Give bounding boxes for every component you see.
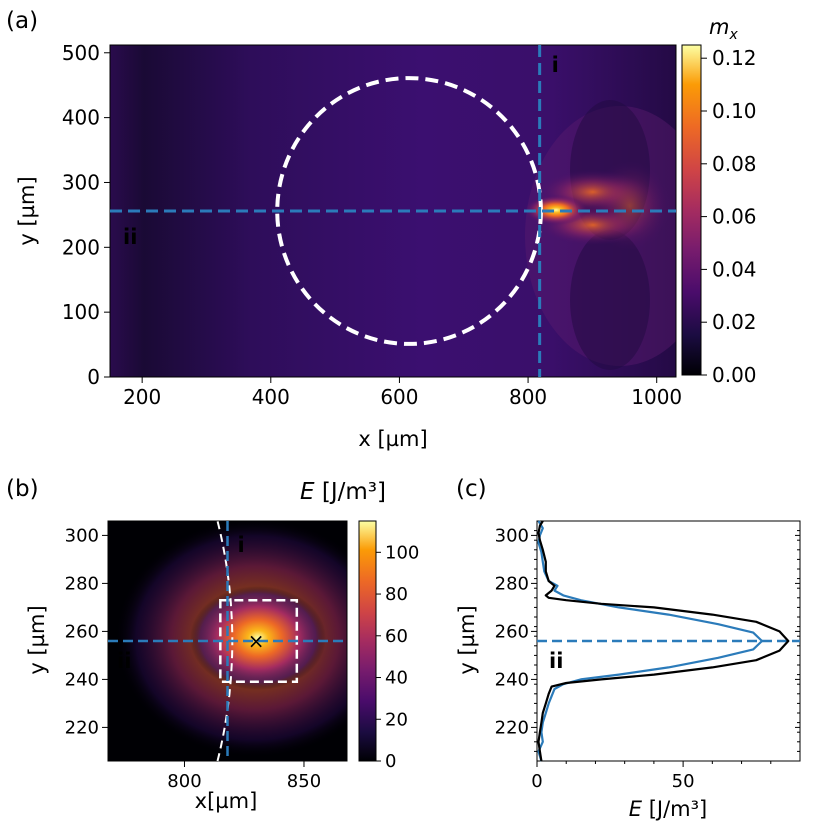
y-tick-label-a: 400 xyxy=(62,106,100,130)
x-tick-label-a: 400 xyxy=(252,385,290,409)
cut-label-ii-c: ii xyxy=(549,649,563,673)
y-tick-label-c: 280 xyxy=(495,573,529,594)
y-tick-label-c: 240 xyxy=(495,669,529,690)
y-tick-label-b: 260 xyxy=(65,621,99,642)
colorbar-a-label: mx xyxy=(709,15,738,43)
colorbar-a-tick-label: 0.06 xyxy=(712,205,757,229)
x-axis-label-b: x[µm] xyxy=(195,789,258,813)
colorbar-a-tick-label: 0.00 xyxy=(712,363,757,387)
y-axis-label-c: y [µm] xyxy=(455,605,479,674)
y-ticks-a: 0 100 200 300 400 500 xyxy=(62,41,110,389)
cut-label-ii: ii xyxy=(123,225,137,249)
y-tick-label-c: 300 xyxy=(495,525,529,546)
x-tick-label-a: 800 xyxy=(509,385,547,409)
y-tick-label-c: 220 xyxy=(495,717,529,738)
x-tick-label-a: 200 xyxy=(123,385,161,409)
colorbar-b xyxy=(358,520,377,762)
x-ticks-a: 200 400 600 800 1000 xyxy=(123,377,682,409)
y-tick-label-b: 220 xyxy=(65,717,99,738)
y-tick-label-a: 0 xyxy=(87,365,100,389)
y-tick-label-b: 240 xyxy=(65,669,99,690)
colorbar-b-tick-label: 20 xyxy=(385,709,408,730)
x-axis-label-c: E [J/m³] xyxy=(629,797,708,821)
y-tick-label-c: 260 xyxy=(495,621,529,642)
heatmap-a-dark-lobe-lower xyxy=(570,230,650,370)
max-marker: × xyxy=(248,629,265,653)
y-tick-label-a: 200 xyxy=(62,235,100,259)
colorbar-a xyxy=(681,44,702,376)
colorbar-a-tick-label: 0.10 xyxy=(712,99,757,123)
y-ticks-c: 220 240 260 280 300 xyxy=(495,525,800,752)
y-tick-label-a: 100 xyxy=(62,300,100,324)
colorbar-a-tick-label: 0.02 xyxy=(712,310,757,334)
x-tick-label-b: 850 xyxy=(287,771,321,792)
colorbar-b-tick-label: 40 xyxy=(385,668,408,689)
x-tick-label-a: 600 xyxy=(380,385,418,409)
x-tick-label-c: 0 xyxy=(531,771,542,792)
panel-a-heatmap: i ii 200 400 600 800 1000 0 100 200 300 400 500 x… xyxy=(15,15,757,451)
colorbar-b-tick-label: 80 xyxy=(385,584,408,605)
colorbar-a-tick-label: 0.04 xyxy=(712,257,757,281)
x-tick-label-a: 1000 xyxy=(631,385,682,409)
colorbar-a-tick-label: 0.12 xyxy=(712,46,757,70)
x-axis-label-a: x [µm] xyxy=(358,427,427,451)
x-tick-label-b: 800 xyxy=(167,771,201,792)
y-tick-label-b: 300 xyxy=(65,525,99,546)
cut-label-i: i xyxy=(552,53,559,77)
y-tick-label-a: 500 xyxy=(62,41,100,65)
heatmap-b-hotspot xyxy=(190,586,326,690)
series-line-total xyxy=(537,520,790,762)
y-ticks-b: 220 240 260 280 300 xyxy=(65,525,108,738)
panel-b-title: E [J/m³] xyxy=(300,479,386,505)
heatmap-a-lobe-far xyxy=(590,161,670,251)
cut-label-i-b: i xyxy=(238,533,245,557)
colorbar-a-tick-label: 0.08 xyxy=(712,152,757,176)
x-ticks-b: 800 850 xyxy=(167,761,321,792)
colorbar-b-ticks: 0 20 40 60 80 100 xyxy=(376,542,419,772)
cut-lines-b xyxy=(108,521,347,761)
panel-c-line-plot: ii 0 50 220 240 260 280 300 E [J/m³] y [µm] xyxy=(455,520,801,821)
colorbar-a-ticks: 0.00 0.02 0.04 0.06 0.08 0.10 0.12 xyxy=(701,46,757,387)
x-tick-label-c: 50 xyxy=(672,771,695,792)
panel-label-b: (b) xyxy=(6,476,39,502)
y-tick-label-b: 280 xyxy=(65,573,99,594)
colorbar-b-tick-label: 60 xyxy=(385,626,408,647)
y-tick-label-a: 300 xyxy=(62,170,100,194)
colorbar-b-tick-label: 0 xyxy=(385,751,396,772)
panel-label-a: (a) xyxy=(6,8,38,34)
cut-lines-a xyxy=(110,45,676,377)
cut-label-ii-b: ii xyxy=(117,649,131,673)
colorbar-b-tick-label: 100 xyxy=(385,542,419,563)
x-ticks-c: 0 50 xyxy=(531,761,772,792)
panel-label-c: (c) xyxy=(456,476,487,502)
y-axis-label-a: y [µm] xyxy=(15,176,39,245)
y-axis-label-b: y [µm] xyxy=(25,605,49,674)
series-c xyxy=(537,520,790,762)
series-line-ii xyxy=(537,520,764,762)
